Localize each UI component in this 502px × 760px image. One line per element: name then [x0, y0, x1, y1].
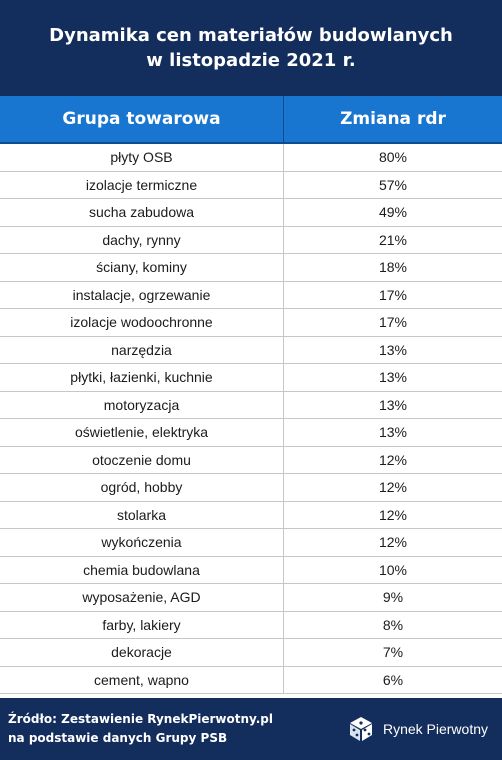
cell-group: izolacje termiczne	[0, 171, 284, 198]
cell-group: farby, lakiery	[0, 611, 284, 638]
cell-change: 13%	[378, 341, 408, 358]
cell-change: 6%	[382, 671, 404, 688]
table-header: Grupa towarowa Zmiana rdr	[0, 96, 502, 144]
title-block: Dynamika cen materiałów budowlanych w li…	[0, 0, 502, 96]
table-row: instalacje, ogrzewanie 17%	[0, 281, 502, 309]
cell-group: narzędzia	[0, 336, 284, 363]
cell-change: 12%	[378, 506, 408, 523]
cell-change: 9%	[382, 589, 404, 606]
table-row: farby, lakiery 8%	[0, 611, 502, 639]
table-row: sucha zabudowa 49%	[0, 199, 502, 227]
table-row: dekoracje 7%	[0, 639, 502, 667]
table-row: płytki, łazienki, kuchnie 13%	[0, 364, 502, 392]
cell-group: stolarka	[0, 501, 284, 528]
cell-group: cement, wapno	[0, 666, 284, 693]
cell-group: płytki, łazienki, kuchnie	[0, 364, 284, 391]
cell-group: oświetlenie, elektryka	[0, 419, 284, 446]
table-row: wyposażenie, AGD 9%	[0, 584, 502, 612]
cell-group: chemia budowlana	[0, 556, 284, 583]
price-table: Grupa towarowa Zmiana rdr płyty OSB 80% iz…	[0, 96, 502, 694]
table-row: wykończenia 12%	[0, 529, 502, 557]
cell-change: 21%	[378, 231, 408, 248]
table-row: dachy, rynny 21%	[0, 226, 502, 254]
cell-change: 13%	[378, 424, 408, 441]
cell-change: 80%	[378, 149, 408, 166]
cell-group: ogród, hobby	[0, 474, 284, 501]
cell-change: 57%	[378, 176, 408, 193]
cell-group: wykończenia	[0, 529, 284, 556]
table-row: motoryzacja 13%	[0, 391, 502, 419]
cell-change: 17%	[378, 314, 408, 331]
table-row: ogród, hobby 12%	[0, 474, 502, 502]
cell-change: 12%	[378, 451, 408, 468]
cell-change: 17%	[378, 286, 408, 303]
cell-group: wyposażenie, AGD	[0, 584, 284, 611]
cell-change: 13%	[378, 396, 408, 413]
cell-change: 10%	[378, 561, 408, 578]
table-row: oświetlenie, elektryka 13%	[0, 419, 502, 447]
cell-change: 13%	[378, 369, 408, 386]
cell-group: dachy, rynny	[0, 226, 284, 253]
table-row: izolacje termiczne 57%	[0, 171, 502, 199]
brand-logo: Rynek Pierwotny	[347, 715, 488, 743]
cell-change: 18%	[378, 259, 408, 276]
table-row: chemia budowlana 10%	[0, 556, 502, 584]
source-note: Źródło: Zestawienie RynekPierwotny.pl na…	[8, 710, 273, 748]
source-line-2: na podstawie danych Grupy PSB	[8, 731, 228, 745]
cell-group: izolacje wodoochronne	[0, 309, 284, 336]
cell-group: sucha zabudowa	[0, 199, 284, 226]
cell-change: 12%	[378, 479, 408, 496]
cell-change: 7%	[382, 644, 404, 661]
table-row: otoczenie domu 12%	[0, 446, 502, 474]
column-header-group: Grupa towarowa	[0, 96, 284, 142]
cell-change: 49%	[378, 204, 408, 221]
table-row: płyty OSB 80%	[0, 144, 502, 172]
table-row: izolacje wodoochronne 17%	[0, 309, 502, 337]
column-header-change: Zmiana rdr	[340, 109, 446, 129]
footer: Źródło: Zestawienie RynekPierwotny.pl na…	[0, 698, 502, 760]
cell-group: otoczenie domu	[0, 446, 284, 473]
cell-group: ściany, kominy	[0, 254, 284, 281]
cube-logo-icon	[349, 717, 372, 741]
cell-change: 8%	[382, 616, 404, 633]
cell-group: płyty OSB	[0, 144, 284, 171]
table-body: płyty OSB 80% izolacje termiczne 57% sucha z…	[0, 144, 502, 694]
table-row: stolarka 12%	[0, 501, 502, 529]
table-row: cement, wapno 6%	[0, 666, 502, 694]
cell-group: instalacje, ogrzewanie	[0, 281, 284, 308]
title-line-1: Dynamika cen materiałów budowlanych	[49, 25, 453, 46]
table-row: ściany, kominy 18%	[0, 254, 502, 282]
source-line-1: Źródło: Zestawienie RynekPierwotny.pl	[8, 712, 273, 726]
brand-name: Rynek Pierwotny	[382, 721, 488, 737]
title-line-2: w listopadzie 2021 r.	[146, 50, 356, 71]
table-row: narzędzia 13%	[0, 336, 502, 364]
cell-change: 12%	[378, 534, 408, 551]
cell-group: dekoracje	[0, 639, 284, 666]
cell-group: motoryzacja	[0, 391, 284, 418]
